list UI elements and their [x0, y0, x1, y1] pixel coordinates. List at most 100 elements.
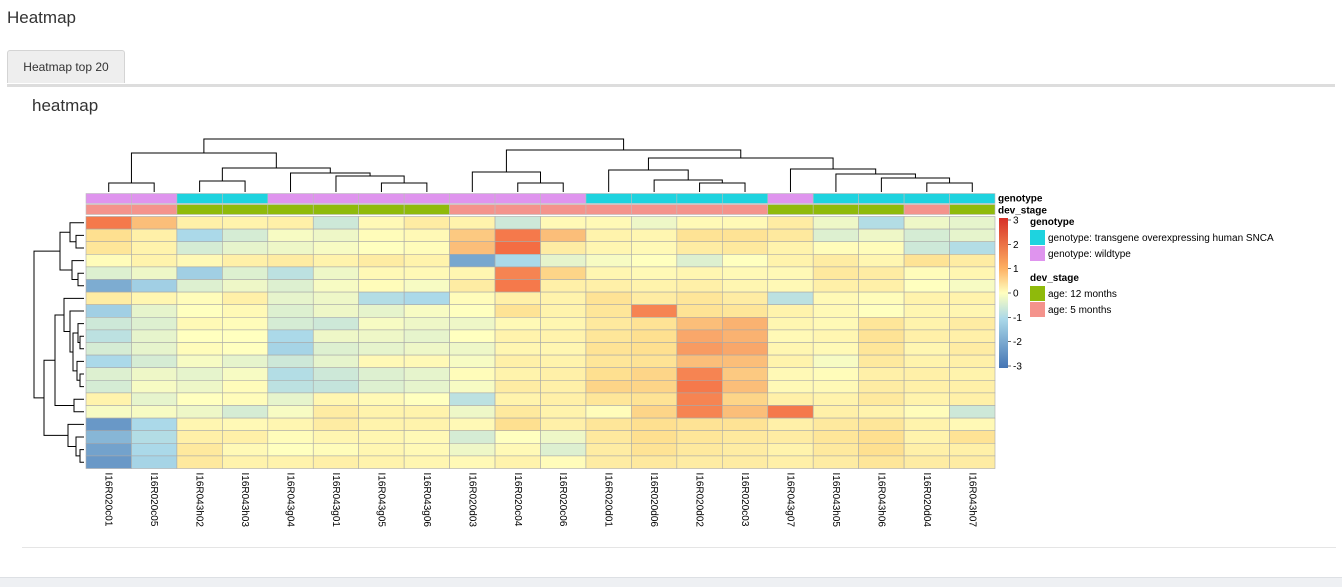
heatmap-cell	[449, 291, 496, 306]
heatmap-cell	[449, 266, 496, 280]
heatmap-cell	[767, 241, 814, 255]
heatmap-cell	[631, 291, 678, 306]
heatmap-cell	[358, 430, 405, 444]
dendrogram-branch	[69, 222, 84, 243]
heatmap-cell	[131, 241, 178, 255]
heatmap-cell	[631, 417, 678, 432]
dev-stage-cell	[267, 204, 314, 215]
heatmap-cell	[222, 304, 269, 318]
heatmap-cell	[812, 291, 859, 306]
color-scale-bar: 3 2 1 0 -1 -2 -3	[999, 216, 1022, 373]
heatmap-cell	[312, 304, 360, 318]
heatmap-cell	[176, 304, 223, 318]
color-scale-tick-label: -2	[1013, 337, 1022, 348]
heatmap-cell	[858, 392, 905, 406]
heatmap-cell	[358, 405, 405, 419]
heatmap-cell	[449, 216, 496, 230]
heatmap-cell	[85, 455, 132, 469]
heatmap-cell	[358, 392, 405, 406]
heatmap-cell	[540, 304, 587, 318]
heatmap-cell	[903, 430, 950, 444]
tab-heatmap-top-20[interactable]: Heatmap top 20	[7, 50, 125, 83]
heatmap-cell	[449, 228, 496, 243]
heatmap-cell	[858, 316, 905, 331]
heatmap-cell	[585, 392, 632, 406]
heatmap-cell	[585, 254, 632, 268]
heatmap-cell	[176, 442, 223, 457]
heatmap-cell	[222, 316, 269, 331]
heatmap-cell	[631, 304, 678, 318]
dev-stage-cell	[585, 204, 632, 215]
column-label: I16R043g01	[330, 473, 341, 528]
heatmap-cell	[222, 291, 269, 306]
heatmap-cell	[358, 442, 405, 457]
heatmap-cell	[631, 354, 678, 369]
heatmap-cell	[903, 455, 950, 469]
heatmap-cell	[585, 354, 632, 369]
dendrogram-branch	[926, 182, 973, 192]
heatmap-cell	[676, 241, 723, 255]
heatmap-cell	[358, 316, 405, 331]
heatmap-cell	[222, 228, 269, 243]
dendrogram-branch	[77, 272, 84, 287]
heatmap-cell	[858, 430, 905, 444]
heatmap-cell	[449, 379, 496, 394]
heatmap-cell	[949, 241, 996, 255]
dev-stage-cell	[903, 204, 950, 215]
dev-stage-annotation-row	[85, 204, 996, 215]
heatmap-cell	[585, 266, 632, 280]
heatmap-cell	[949, 228, 996, 243]
heatmap-cell	[721, 241, 769, 255]
heatmap-cell	[858, 266, 905, 280]
heatmap-cell	[222, 329, 269, 343]
dev-stage-cell	[403, 204, 450, 215]
heatmap-cell	[949, 455, 996, 469]
heatmap-cell	[721, 430, 769, 444]
dev-stage-cell	[631, 204, 678, 215]
heatmap-cell	[903, 266, 950, 280]
heatmap-cell	[812, 354, 859, 369]
heatmap-cell	[131, 405, 178, 419]
heatmap-cell	[540, 329, 587, 343]
heatmap-cell	[767, 430, 814, 444]
heatmap-cell	[721, 405, 769, 419]
genotype-cell	[85, 193, 132, 204]
heatmap-cell	[676, 430, 723, 444]
heatmap-cell	[721, 417, 769, 432]
column-dendrogram	[108, 138, 973, 192]
heatmap-cell	[494, 367, 541, 381]
column-labels: I16R020c01 I16R020c05 I16R043h02 I16R043h03…	[103, 473, 978, 528]
heatmap-cell	[585, 216, 632, 230]
heatmap-cell	[358, 367, 405, 381]
heatmap-cell	[903, 379, 950, 394]
genotype-cell	[949, 193, 996, 204]
dendrogram-branch	[33, 250, 60, 399]
heatmap-cell	[903, 254, 950, 268]
heatmap-cell	[540, 405, 587, 419]
heatmap-cell	[767, 316, 814, 331]
heatmap-cell	[176, 405, 223, 419]
panel-title: heatmap	[32, 96, 99, 115]
heatmap-cell	[222, 254, 269, 268]
heatmap-cell	[903, 291, 950, 306]
heatmap-cell	[585, 442, 632, 457]
annotation-legend: genotype genotype: transgene overexpressi…	[1030, 217, 1274, 317]
heatmap-cell	[858, 379, 905, 394]
heatmap-cell	[949, 254, 996, 268]
column-label: I16R043h07	[966, 473, 977, 528]
heatmap-cell	[312, 354, 360, 369]
genotype-annotation-label: genotype	[998, 194, 1043, 205]
heatmap-cell	[676, 417, 723, 432]
heatmap-cell	[85, 266, 132, 280]
heatmap-cell	[949, 405, 996, 419]
heatmap-cell	[540, 316, 587, 331]
heatmap-cell	[858, 442, 905, 457]
heatmap-cell	[267, 254, 314, 268]
heatmap-cell	[449, 241, 496, 255]
heatmap-cell	[449, 367, 496, 381]
dev-stage-cell	[176, 204, 223, 215]
heatmap-cell	[676, 354, 723, 369]
heatmap-cell	[858, 241, 905, 255]
heatmap-cell	[949, 279, 996, 293]
heatmap-cell	[85, 354, 132, 369]
